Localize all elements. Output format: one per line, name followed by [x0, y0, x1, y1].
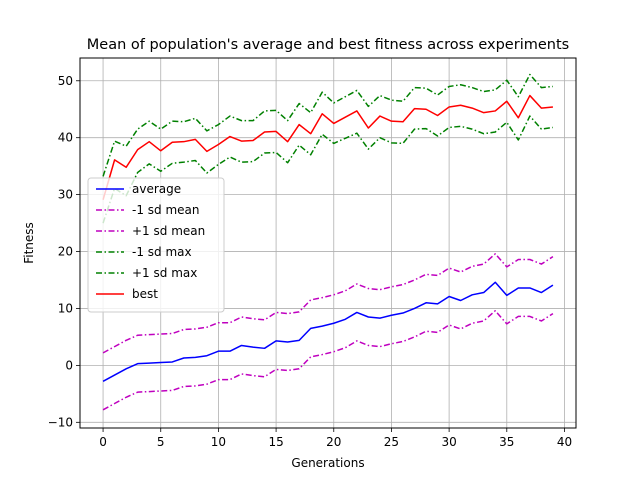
- series-line-1-sd-max: [102, 73, 554, 177]
- x-tick-label: 20: [326, 435, 341, 449]
- grid: [80, 58, 576, 428]
- series-line-1-sd-mean: [102, 309, 554, 411]
- x-axis-title: Generations: [291, 456, 364, 470]
- series-line-average: [102, 281, 554, 382]
- legend-label: -1 sd max: [132, 245, 192, 259]
- x-tick-label: 40: [557, 435, 572, 449]
- x-tick-label: 15: [268, 435, 283, 449]
- plot-frame: [79, 57, 577, 429]
- x-tick-label: 25: [384, 435, 399, 449]
- legend-label: best: [132, 287, 158, 301]
- chart-title: Mean of population's average and best fi…: [87, 37, 569, 53]
- legend: average -1 sd mean +1 sd mean -1 sd max +1 s…: [87, 177, 225, 313]
- legend-label: +1 sd max: [132, 266, 197, 280]
- x-tick-label: 35: [499, 435, 514, 449]
- legend-label: +1 sd mean: [132, 224, 205, 238]
- x-tick-label: 30: [441, 435, 456, 449]
- y-tick-label: 30: [58, 188, 73, 202]
- axis-ticks: 0 5 10 15 20 25 30 35 40 −10 0 10 20 30 40 50: [48, 74, 572, 449]
- series-line-1-sd-mean: [102, 253, 554, 354]
- x-tick-label: 0: [99, 435, 107, 449]
- x-tick-label: 10: [211, 435, 226, 449]
- y-tick-label: 20: [58, 245, 73, 259]
- y-tick-label: 40: [58, 131, 73, 145]
- y-tick-label: −10: [48, 415, 73, 429]
- y-tick-label: 10: [58, 301, 73, 315]
- y-axis-title: Fitness: [22, 222, 36, 264]
- x-tick-label: 5: [157, 435, 165, 449]
- y-tick-label: 0: [65, 358, 73, 372]
- legend-label: -1 sd mean: [132, 203, 200, 217]
- series-lines: [102, 73, 554, 411]
- series-line-best: [102, 94, 554, 200]
- legend-box: [87, 177, 225, 313]
- y-tick-label: 50: [58, 74, 73, 88]
- legend-label: average: [132, 182, 181, 196]
